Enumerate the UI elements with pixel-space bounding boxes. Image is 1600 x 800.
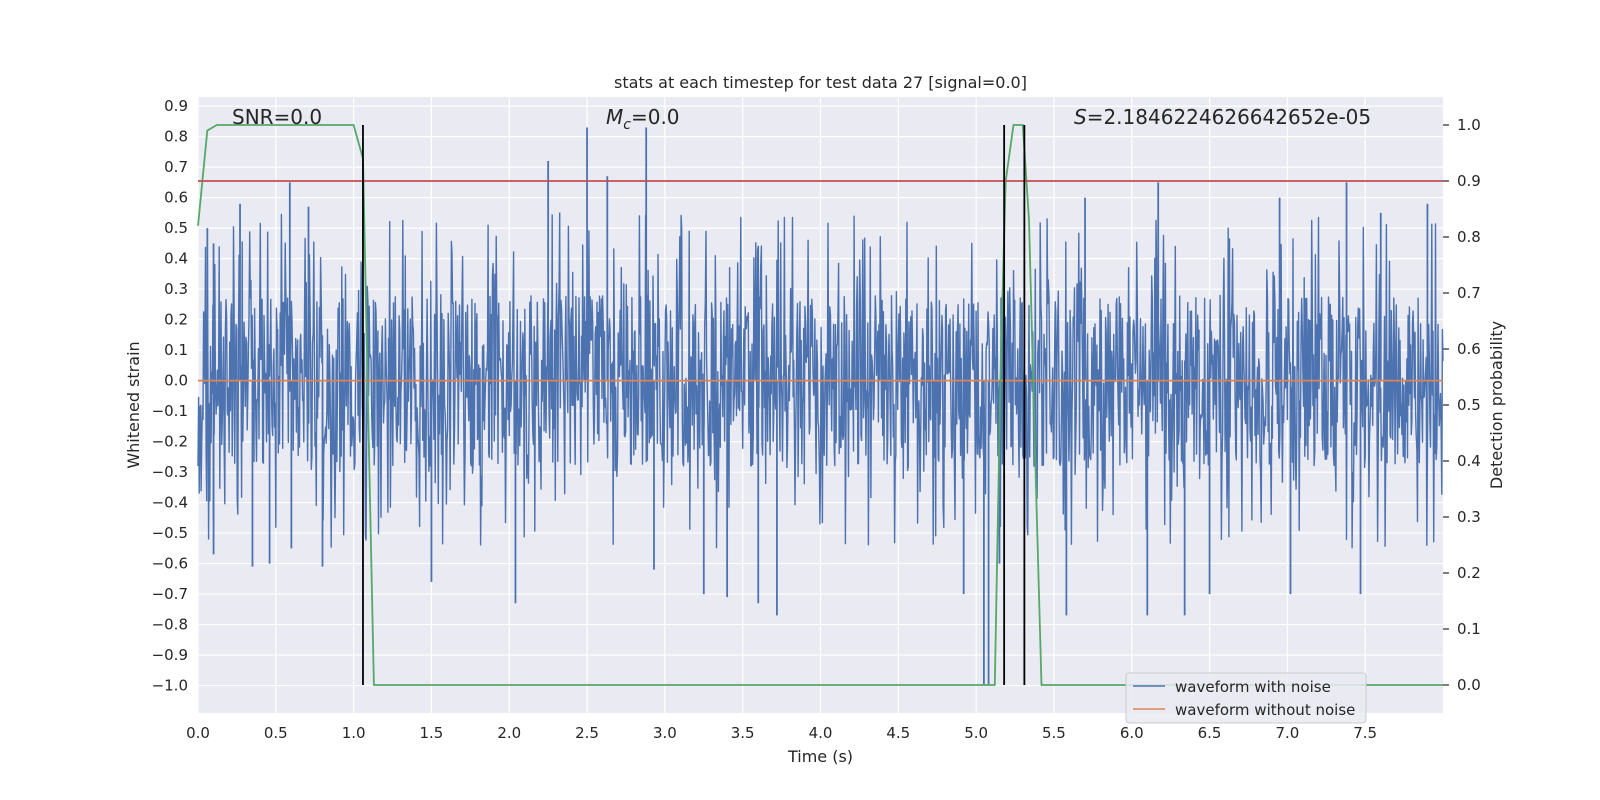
mc-value: =0.0 — [631, 105, 680, 129]
y-tick-label: 0.8 — [164, 128, 188, 146]
y-tick-label: 0.6 — [164, 189, 188, 207]
y2-tick-label: 0.7 — [1457, 284, 1481, 302]
x-tick-label: 6.5 — [1198, 724, 1222, 742]
chirp-mass-annotation: Mc=0.0 — [606, 105, 680, 133]
x-tick-label: 5.5 — [1042, 724, 1066, 742]
x-tick-label: 4.5 — [886, 724, 910, 742]
y-tick-label: −0.5 — [152, 524, 188, 542]
y-tick-label: 0.5 — [164, 219, 188, 237]
x-tick-label: 2.0 — [497, 724, 521, 742]
x-tick-label: 1.5 — [420, 724, 444, 742]
y-tick-label: −0.9 — [152, 646, 188, 664]
legend-label-clean: waveform without noise — [1175, 701, 1355, 719]
y-tick-label: −1.0 — [152, 677, 188, 695]
y-tick-label: 0.0 — [164, 372, 188, 390]
y2-tick-label: 0.4 — [1457, 452, 1481, 470]
y2-tick-label: 0.2 — [1457, 564, 1481, 582]
y-tick-label: −0.8 — [152, 616, 188, 634]
x-tick-label: 7.0 — [1275, 724, 1299, 742]
y-tick-label: 0.3 — [164, 280, 188, 298]
x-tick-label: 0.5 — [264, 724, 288, 742]
legend-label-noise: waveform with noise — [1175, 678, 1331, 696]
mc-subscript: c — [623, 117, 631, 133]
x-ticks: 0.0 0.5 1.0 1.5 2.0 2.5 3.0 3.5 4.0 4.5 5.0 5.5 6.0 6… — [186, 724, 1377, 742]
x-tick-label: 1.0 — [342, 724, 366, 742]
y2-tick-label: 0.0 — [1457, 676, 1481, 694]
legend-box — [1125, 672, 1367, 724]
y-tick-label: −0.3 — [152, 463, 188, 481]
waveform-with-noise-line — [197, 212, 1444, 549]
x-tick-label: 7.5 — [1353, 724, 1377, 742]
x-tick-label: 0.0 — [186, 724, 210, 742]
y2-tick-label: 0.5 — [1457, 396, 1481, 414]
y-ticks: 0.9 0.8 0.7 0.6 0.5 0.4 0.3 0.2 0.1 0.0 −0.1 −0.2 −0… — [152, 97, 188, 694]
y2-tick-label: 0.3 — [1457, 508, 1481, 526]
legend: waveform with noise waveform without noi… — [1125, 672, 1367, 724]
s-symbol: S — [1074, 105, 1087, 129]
mc-symbol: M — [606, 105, 623, 129]
y2-tick-label: 1.0 — [1457, 116, 1481, 134]
x-tick-label: 3.0 — [653, 724, 677, 742]
y-tick-label: 0.1 — [164, 341, 188, 359]
y2-tick-label: 0.9 — [1457, 172, 1481, 190]
y-tick-label: 0.7 — [164, 158, 188, 176]
y-tick-label: 0.2 — [164, 311, 188, 329]
x-tick-label: 5.0 — [964, 724, 988, 742]
snr-annotation: SNR=0.0 — [232, 105, 322, 129]
y-tick-label: −0.4 — [152, 494, 188, 512]
y2-tick-label: 0.6 — [1457, 340, 1481, 358]
y-tick-label: −0.7 — [152, 585, 188, 603]
y-tick-label: 0.4 — [164, 250, 188, 268]
noisy-waveform — [197, 127, 1444, 686]
y2-ticks: 1.0 0.9 0.8 0.7 0.6 0.5 0.4 0.3 0.2 0.1 0.0 — [1443, 116, 1481, 694]
y2-axis-label: Detection probability — [1487, 321, 1506, 489]
y-tick-label: −0.2 — [152, 433, 188, 451]
y-axis-label: Whitened strain — [124, 341, 143, 468]
y2-tick-label: 0.8 — [1457, 228, 1481, 246]
x-tick-label: 4.0 — [809, 724, 833, 742]
s-value: =2.1846224626642652e-05 — [1087, 105, 1371, 129]
vertical-markers — [362, 125, 1026, 685]
y-tick-label: 0.9 — [164, 97, 188, 115]
series-detection-probability — [197, 124, 1443, 686]
y-tick-label: −0.6 — [152, 555, 188, 573]
x-tick-label: 6.0 — [1120, 724, 1144, 742]
y2-tick-label: 0.1 — [1457, 620, 1481, 638]
x-axis-label: Time (s) — [787, 747, 853, 766]
y-tick-label: −0.1 — [152, 402, 188, 420]
x-tick-label: 3.5 — [731, 724, 755, 742]
series-layer — [197, 124, 1443, 686]
s-annotation: S=2.1846224626642652e-05 — [1074, 105, 1371, 129]
chart-title: stats at each timestep for test data 27 … — [614, 73, 1027, 92]
x-tick-label: 2.5 — [575, 724, 599, 742]
